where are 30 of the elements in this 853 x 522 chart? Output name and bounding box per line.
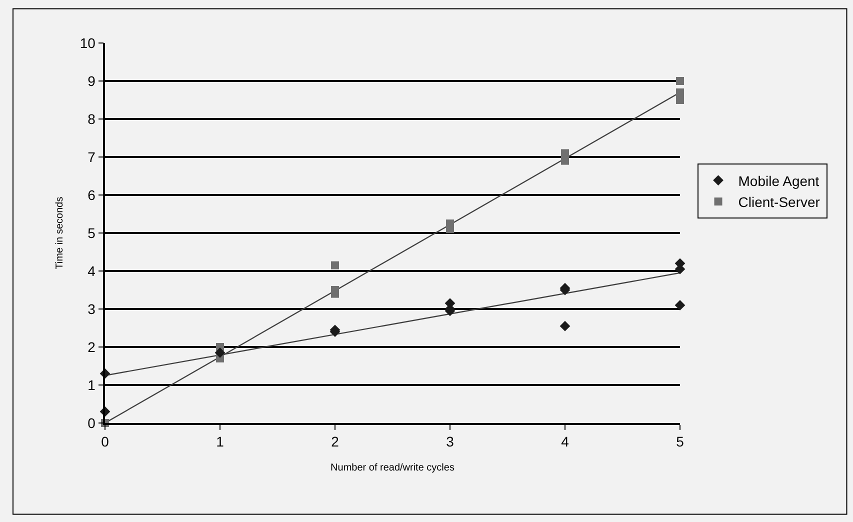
y-tick-label: 10 (80, 34, 96, 51)
x-tick-label: 3 (446, 434, 454, 450)
y-axis-title: Time in seconds (54, 196, 66, 270)
legend-label: Mobile Agent (738, 172, 820, 189)
point (331, 261, 339, 270)
y-tick-label: 5 (88, 224, 96, 241)
x-tick-label: 5 (676, 434, 684, 450)
y-tick-label: 0 (88, 414, 96, 431)
y-tick-label: 7 (88, 148, 96, 165)
y-tick-label: 4 (88, 262, 96, 279)
x-tick-label: 1 (216, 434, 224, 450)
y-tick-label: 1 (88, 376, 96, 393)
point (676, 96, 684, 104)
y-tick-label: 3 (88, 300, 96, 317)
point (561, 149, 569, 158)
y-tick-label: 2 (88, 338, 96, 355)
y-tick-label: 9 (88, 72, 96, 89)
y-tick-label: 8 (88, 110, 96, 127)
point (561, 156, 569, 165)
x-tick-label: 2 (331, 434, 340, 450)
y-tick-label: 6 (88, 186, 96, 203)
x-axis-title: Number of read/write cycles (330, 462, 454, 474)
point (674, 300, 686, 310)
x-tick-label: 4 (561, 434, 570, 450)
point (560, 320, 570, 332)
legend-label: Client-Server (738, 194, 820, 210)
point (676, 88, 684, 96)
point (676, 77, 684, 85)
point (214, 348, 226, 358)
x-tick-label: 0 (101, 434, 110, 450)
